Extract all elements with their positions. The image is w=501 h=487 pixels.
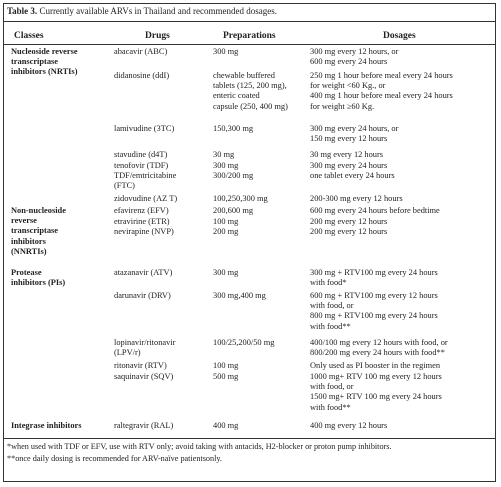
cell-dosage: 1500 mg+ RTV 100 mg every 24 hours	[310, 392, 442, 402]
cell-drug: nevirapine (NVP)	[114, 227, 174, 236]
footnote-2: **once daily dosing is recommended for A…	[7, 454, 222, 463]
cell-drug: didanosine (ddI)	[114, 71, 170, 80]
cell-dosage: 600 mg every 24 hours before bedtime	[310, 206, 440, 215]
cell-drug: stavudine (d4T)	[114, 150, 168, 159]
cell-class: Protease	[11, 268, 42, 277]
cell-preparation: 400 mg	[213, 421, 239, 430]
cell-class: Nucleoside reverse	[11, 47, 78, 56]
cell-drug: (FTC)	[114, 181, 135, 191]
cell-dosage: with food, or	[310, 301, 354, 311]
cell-class: transcriptase	[11, 226, 58, 236]
cell-dosage: 300 mg every 24 hours, or	[310, 124, 399, 133]
cell-preparation: tablets (125, 200 mg),	[213, 81, 287, 91]
cell-dosage: 300 mg every 12 hours, or	[310, 47, 399, 56]
cell-dosage: 800 mg + RTV100 mg every 24 hours	[310, 311, 438, 321]
header-bottom-rule	[4, 44, 495, 45]
header-drugs: Drugs	[145, 31, 170, 41]
cell-dosage: 250 mg 1 hour before meal every 24 hours	[310, 71, 453, 80]
cell-dosage: with food**	[310, 321, 351, 331]
cell-preparation: 300 mg	[213, 268, 239, 277]
cell-preparation: 30 mg	[213, 150, 235, 159]
cell-dosage: 600 mg every 24 hours	[310, 57, 388, 67]
cell-preparation: 300/200 mg	[213, 171, 254, 180]
cell-preparation: 200,600 mg	[213, 206, 254, 215]
cell-preparation: 100,250,300 mg	[213, 194, 268, 203]
footnote-1: *when used with TDF or EFV, use with RTV…	[7, 442, 392, 451]
header-preparations: Preparations	[223, 31, 276, 41]
cell-preparation: 150,300 mg	[213, 124, 254, 133]
cell-dosage: 400 mg every 12 hours	[310, 421, 388, 430]
caption-label: Table 3.	[7, 6, 38, 16]
cell-dosage: 300 mg every 24 hours	[310, 161, 388, 170]
cell-drug: TDF/emtricitabine	[114, 171, 177, 180]
cell-preparation: 300 mg	[213, 161, 239, 170]
cell-drug: saquinavir (SQV)	[114, 372, 174, 381]
cell-dosage: 200 mg every 12 hours	[310, 217, 388, 226]
cell-preparation: capsule (250, 400 mg)	[213, 101, 288, 111]
header-classes: Classes	[14, 31, 44, 41]
cell-drug: darunavir (DRV)	[114, 291, 171, 300]
cell-preparation: 100/25,200/50 mg	[213, 338, 275, 347]
cell-class: inhibitors	[11, 236, 46, 246]
cell-dosage: 200 mg every 12 hours	[310, 227, 388, 236]
cell-dosage: with food*	[310, 278, 347, 288]
cell-dosage: 30 mg every 12 hours	[310, 150, 384, 159]
cell-class: inhibitors (NRTIs)	[11, 67, 78, 77]
cell-drug: raltegravir (RAL)	[114, 421, 174, 430]
cell-drug: efavirenz (EFV)	[114, 206, 169, 215]
cell-drug: zidovudine (AZ T)	[114, 194, 178, 203]
cell-dosage: for weight <60 Kg., or	[310, 81, 386, 91]
table-caption: Table 3. Currently available ARVs in Tha…	[7, 6, 277, 17]
cell-dosage: with food**	[310, 402, 351, 412]
cell-dosage: 400/100 mg every 12 hours with food, or	[310, 338, 448, 347]
cell-preparation: 200 mg	[213, 227, 239, 236]
cell-preparation: 500 mg	[213, 372, 239, 381]
header-top-rule	[4, 21, 495, 22]
table-bottom-rule	[4, 438, 495, 439]
table-frame: Table 3. Currently available ARVs in Tha…	[3, 3, 496, 482]
cell-drug: abacavir (ABC)	[114, 47, 168, 56]
cell-drug: etravirine (ETR)	[114, 217, 170, 226]
cell-dosage: 800/200 mg every 24 hours with food**	[310, 348, 445, 358]
cell-dosage: 300 mg + RTV100 mg every 24 hours	[310, 268, 438, 277]
cell-dosage: 400 mg 1 hour before meal every 24 hours	[310, 91, 453, 101]
cell-drug: tenofovir (TDF)	[114, 161, 169, 170]
cell-preparation: chewable buffered	[213, 71, 275, 80]
cell-dosage: with food, or	[310, 382, 354, 392]
cell-dosage: 200-300 mg every 12 hours	[310, 194, 403, 203]
cell-drug: lamivudine (3TC)	[114, 124, 175, 133]
caption-text: Currently available ARVs in Thailand and…	[37, 6, 277, 16]
header-dosages: Dosages	[383, 31, 416, 41]
cell-preparation: 100 mg	[213, 217, 239, 226]
cell-preparation: enteric coated	[213, 91, 260, 101]
cell-drug: atazanavir (ATV)	[114, 268, 173, 277]
cell-dosage: 150 mg every 12 hours	[310, 134, 388, 144]
cell-preparation: 300 mg	[213, 47, 239, 56]
cell-dosage: Only used as PI booster in the regimen	[310, 361, 441, 370]
cell-dosage: one tablet every 24 hours	[310, 171, 395, 180]
cell-class: reverse	[11, 216, 37, 226]
cell-class: (NNRTIs)	[11, 246, 47, 256]
cell-dosage: 600 mg + RTV100 mg every 12 hours	[310, 291, 438, 300]
cell-class: transcriptase	[11, 57, 58, 67]
cell-dosage: for weight ≥60 Kg.	[310, 101, 375, 111]
cell-preparation: 100 mg	[213, 361, 239, 370]
cell-class: inhibitors (PIs)	[11, 278, 66, 288]
cell-drug: ritonavir (RTV)	[114, 361, 167, 370]
cell-class: Integrase inhibitors	[11, 421, 82, 430]
cell-drug: lopinavir/ritonavir	[114, 338, 176, 347]
cell-dosage: 1000 mg+ RTV 100 mg every 12 hours	[310, 372, 442, 381]
cell-class: Non-nucleoside	[11, 206, 66, 215]
cell-preparation: 300 mg,400 mg	[213, 291, 266, 300]
cell-drug: (LPV/r)	[114, 348, 141, 358]
